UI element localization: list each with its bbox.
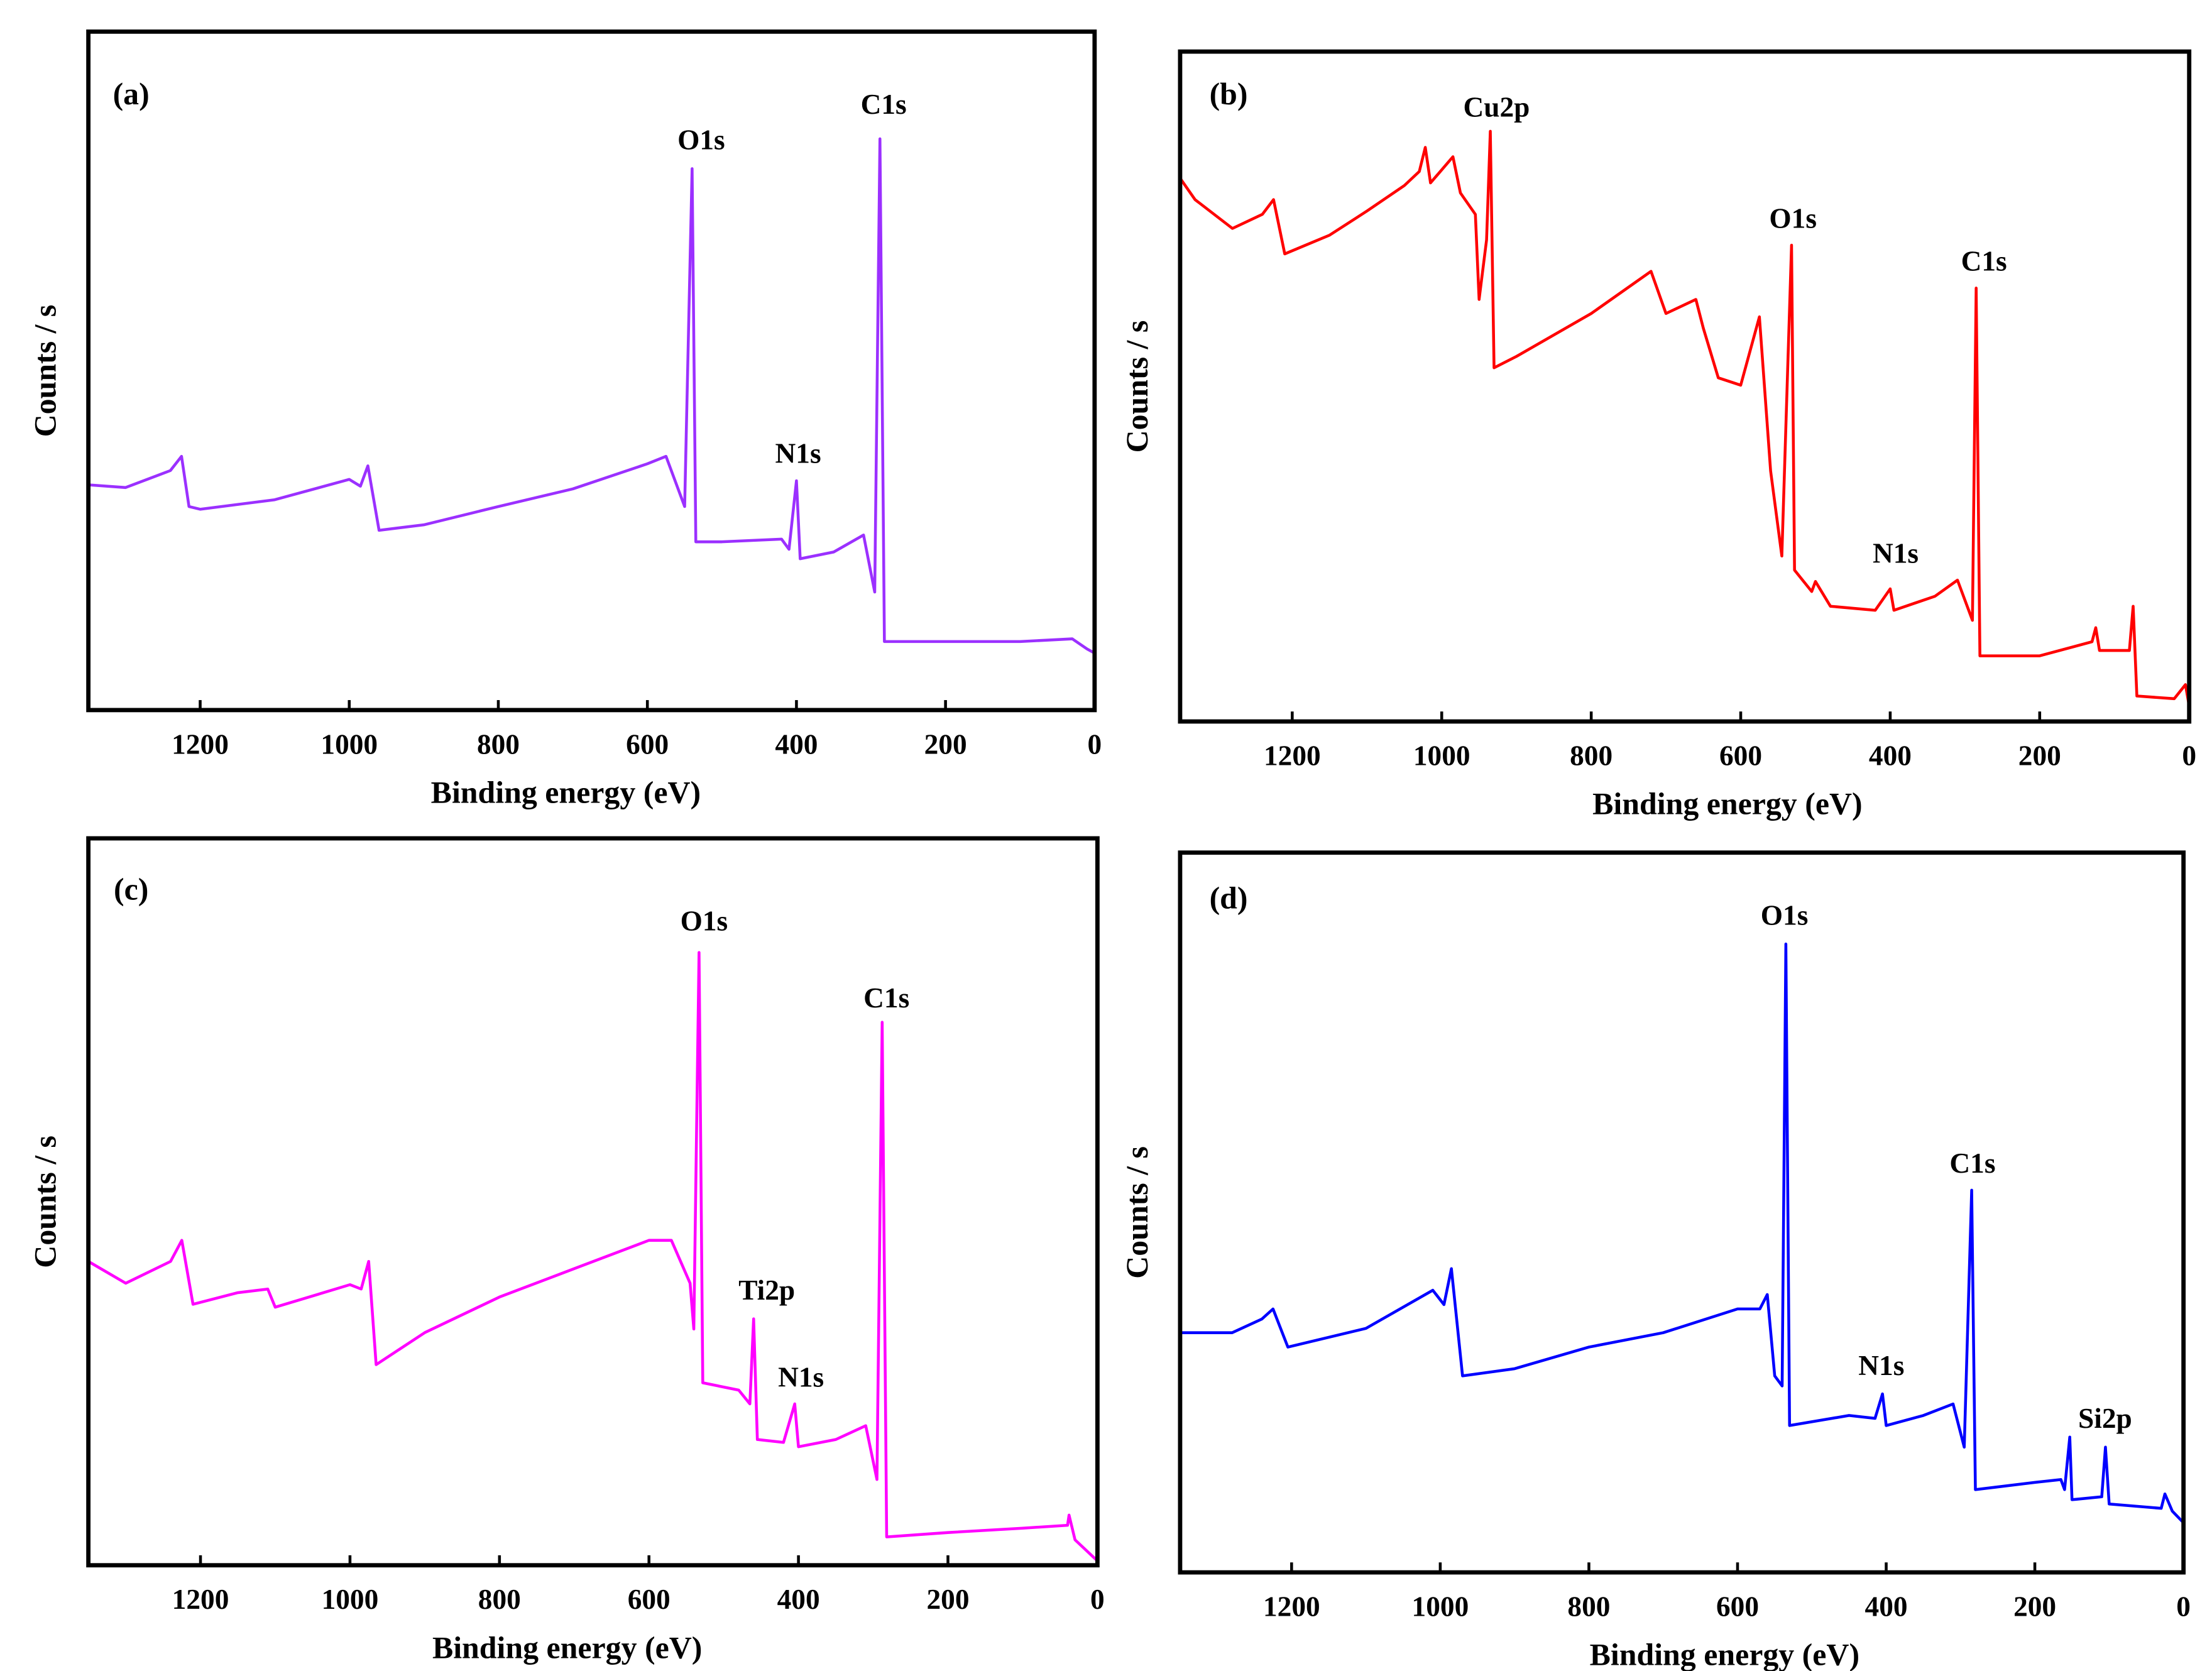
peak-label: O1s [1761,899,1809,931]
peak-label: O1s [681,906,728,937]
x-tick-label: 1000 [1412,1591,1469,1622]
x-axis-label: Binding energy (eV) [431,775,701,809]
x-tick-label: 1200 [172,1584,229,1615]
y-axis-label: Counts / s [28,1136,63,1268]
x-tick-label: 200 [926,1584,969,1615]
x-tick-label: 600 [626,728,669,760]
x-tick-label: 600 [1716,1591,1759,1622]
x-tick-label: 400 [775,728,818,760]
x-tick-label: 200 [2013,1591,2056,1622]
peak-label: Si2p [2078,1403,2132,1434]
x-tick-label: 200 [924,728,967,760]
x-axis-label: Binding energy (eV) [1592,787,1862,821]
x-tick-label: 600 [1719,740,1762,771]
y-axis-label: Counts / s [28,305,63,437]
x-axis-label: Binding energy (eV) [432,1630,702,1665]
peak-label: O1s [1769,202,1817,234]
y-axis-label: Counts / s [1120,1146,1154,1279]
x-axis-label: Binding energy (eV) [1590,1638,1859,1671]
panel-label: (b) [1210,77,1248,111]
x-tick-label: 800 [1567,1591,1610,1622]
x-tick-label: 400 [1869,740,1912,771]
peak-label: C1s [1961,245,2007,277]
x-tick-label: 0 [1090,1584,1105,1615]
x-tick-label: 0 [2176,1591,2191,1622]
peak-label: Ti2p [738,1274,795,1306]
peak-label: C1s [1949,1148,1995,1179]
x-tick-label: 0 [2182,740,2196,771]
panel-label: (c) [114,872,148,907]
peak-label: N1s [778,1361,824,1393]
x-tick-label: 0 [1088,728,1102,760]
x-tick-label: 1000 [320,728,378,760]
x-tick-label: 600 [628,1584,671,1615]
y-axis-label: Counts / s [1120,321,1154,453]
peak-label: C1s [861,89,907,120]
x-tick-label: 200 [2018,740,2061,771]
x-tick-label: 800 [478,1584,521,1615]
x-tick-label: 1200 [1263,1591,1320,1622]
spectrum-line [88,137,1095,655]
x-tick-label: 400 [1865,1591,1908,1622]
plot-frame [1178,49,2192,724]
spectrum-line [87,951,1098,1562]
panel-label: (a) [113,77,150,111]
x-tick-label: 1000 [322,1584,379,1615]
spectrum-line [1180,942,2185,1524]
x-tick-label: 800 [477,728,520,760]
x-tick-label: 1200 [172,728,229,760]
x-tick-label: 1000 [1413,740,1470,771]
plot-frame [1178,850,2186,1575]
x-tick-label: 400 [777,1584,820,1615]
plot-frame [86,29,1097,713]
spectrum-line [1179,129,2191,706]
peak-label: Cu2p [1463,91,1530,123]
x-tick-label: 800 [1570,740,1612,771]
panel-label: (d) [1210,880,1248,915]
plot-frame [86,836,1100,1568]
peak-label: N1s [775,438,821,469]
peak-label: C1s [863,982,909,1014]
peak-label: N1s [1873,537,1919,569]
x-tick-label: 1200 [1264,740,1321,771]
peak-label: O1s [677,124,725,156]
peak-label: N1s [1858,1350,1904,1381]
